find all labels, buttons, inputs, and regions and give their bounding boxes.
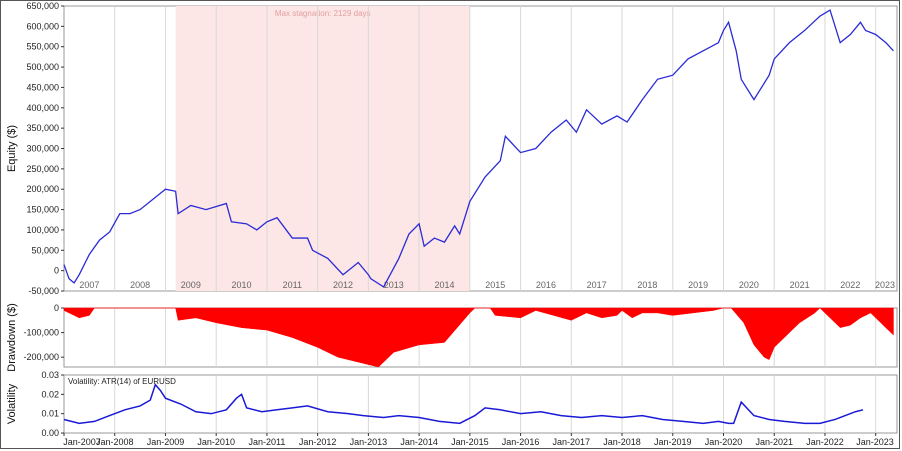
equity-y-tick-label: 300,000 [26, 144, 59, 154]
drawdown-axis-label: Drawdown ($) [6, 303, 18, 371]
x-tick-label-Jan-2018: Jan-2018 [603, 437, 641, 447]
x-tick-label-Jan-2015: Jan-2015 [451, 437, 489, 447]
year-label-2011: 2011 [283, 280, 302, 290]
year-label-2007: 2007 [79, 280, 99, 290]
equity-y-tick-label: 200,000 [26, 184, 59, 194]
equity-y-tick-label: 350,000 [26, 123, 59, 133]
x-tick-label-Jan-2010: Jan-2010 [197, 437, 235, 447]
equity-y-tick-label: 450,000 [26, 82, 59, 92]
year-label-2015: 2015 [485, 280, 505, 290]
year-label-2021: 2021 [790, 280, 810, 290]
equity-line [63, 9, 894, 288]
x-tick-label-Jan-2011: Jan-2011 [248, 437, 285, 447]
x-tick-label-Jan-2014: Jan-2014 [400, 437, 438, 447]
volatility-y-tick-label: 0.02 [41, 389, 59, 399]
year-label-2020: 2020 [739, 280, 759, 290]
equity-y-tick-label: 400,000 [26, 103, 59, 113]
stagnation-label: Max stagnation: 2129 days [275, 9, 371, 18]
volatility-line [63, 383, 864, 425]
x-tick-label-Jan-2022: Jan-2022 [806, 437, 844, 447]
x-tick-label-Jan-2019: Jan-2019 [654, 437, 692, 447]
equity-axis-label: Equity ($) [6, 125, 18, 172]
equity-y-tick-label: 250,000 [26, 164, 59, 174]
x-tick-label-Jan-2017: Jan-2017 [553, 437, 591, 447]
year-label-2022: 2022 [840, 280, 860, 290]
x-tick-label-Jan-2007: Jan-2007 [63, 437, 101, 447]
volatility-y-tick-label: 0.00 [41, 428, 59, 438]
equity-y-tick-label: 500,000 [26, 62, 59, 72]
volatility-axis-label: Volatility [6, 383, 18, 424]
x-tick-label-Jan-2009: Jan-2009 [147, 437, 185, 447]
year-label-2016: 2016 [536, 280, 556, 290]
x-tick-label-Jan-2020: Jan-2020 [705, 437, 743, 447]
equity-y-tick-label: 100,000 [26, 225, 59, 235]
year-label-2010: 2010 [232, 280, 252, 290]
volatility-y-tick-label: 0.01 [41, 409, 59, 419]
year-label-2014: 2014 [434, 280, 454, 290]
equity-y-tick-label: -50,000 [28, 286, 59, 296]
drawdown-y-tick-label: -200,000 [23, 352, 59, 362]
drawdown-y-tick-label: 0 [54, 303, 59, 313]
equity-y-tick-label: 650,000 [26, 1, 59, 11]
x-tick-label-Jan-2013: Jan-2013 [350, 437, 388, 447]
year-label-2013: 2013 [384, 280, 404, 290]
x-tick-label-Jan-2008: Jan-2008 [96, 437, 134, 447]
year-label-2018: 2018 [637, 280, 657, 290]
volatility-legend: Volatility: ATR(14) of EURUSD [68, 377, 176, 386]
year-label-2009: 2009 [181, 280, 201, 290]
equity-y-tick-label: 50,000 [31, 245, 59, 255]
equity-y-tick-label: 600,000 [26, 21, 59, 31]
equity-y-tick-label: 150,000 [26, 205, 59, 215]
equity-y-tick-label: 0 [54, 266, 59, 276]
year-label-2023: 2023 [875, 280, 895, 290]
stagnation-band [175, 6, 470, 291]
year-label-2017: 2017 [587, 280, 607, 290]
drawdown-area [63, 307, 894, 368]
year-label-2008: 2008 [130, 280, 150, 290]
year-label-2012: 2012 [333, 280, 353, 290]
x-tick-label-Jan-2016: Jan-2016 [502, 437, 540, 447]
volatility-panel [63, 374, 898, 434]
drawdown-y-tick-label: -100,000 [23, 328, 59, 338]
volatility-y-tick-label: 0.03 [41, 370, 59, 380]
x-tick-label-Jan-2023: Jan-2023 [856, 437, 894, 447]
x-tick-label-Jan-2012: Jan-2012 [299, 437, 337, 447]
year-label-2019: 2019 [688, 280, 708, 290]
x-tick-label-Jan-2021: Jan-2021 [755, 437, 793, 447]
equity-y-tick-label: 550,000 [26, 42, 59, 52]
